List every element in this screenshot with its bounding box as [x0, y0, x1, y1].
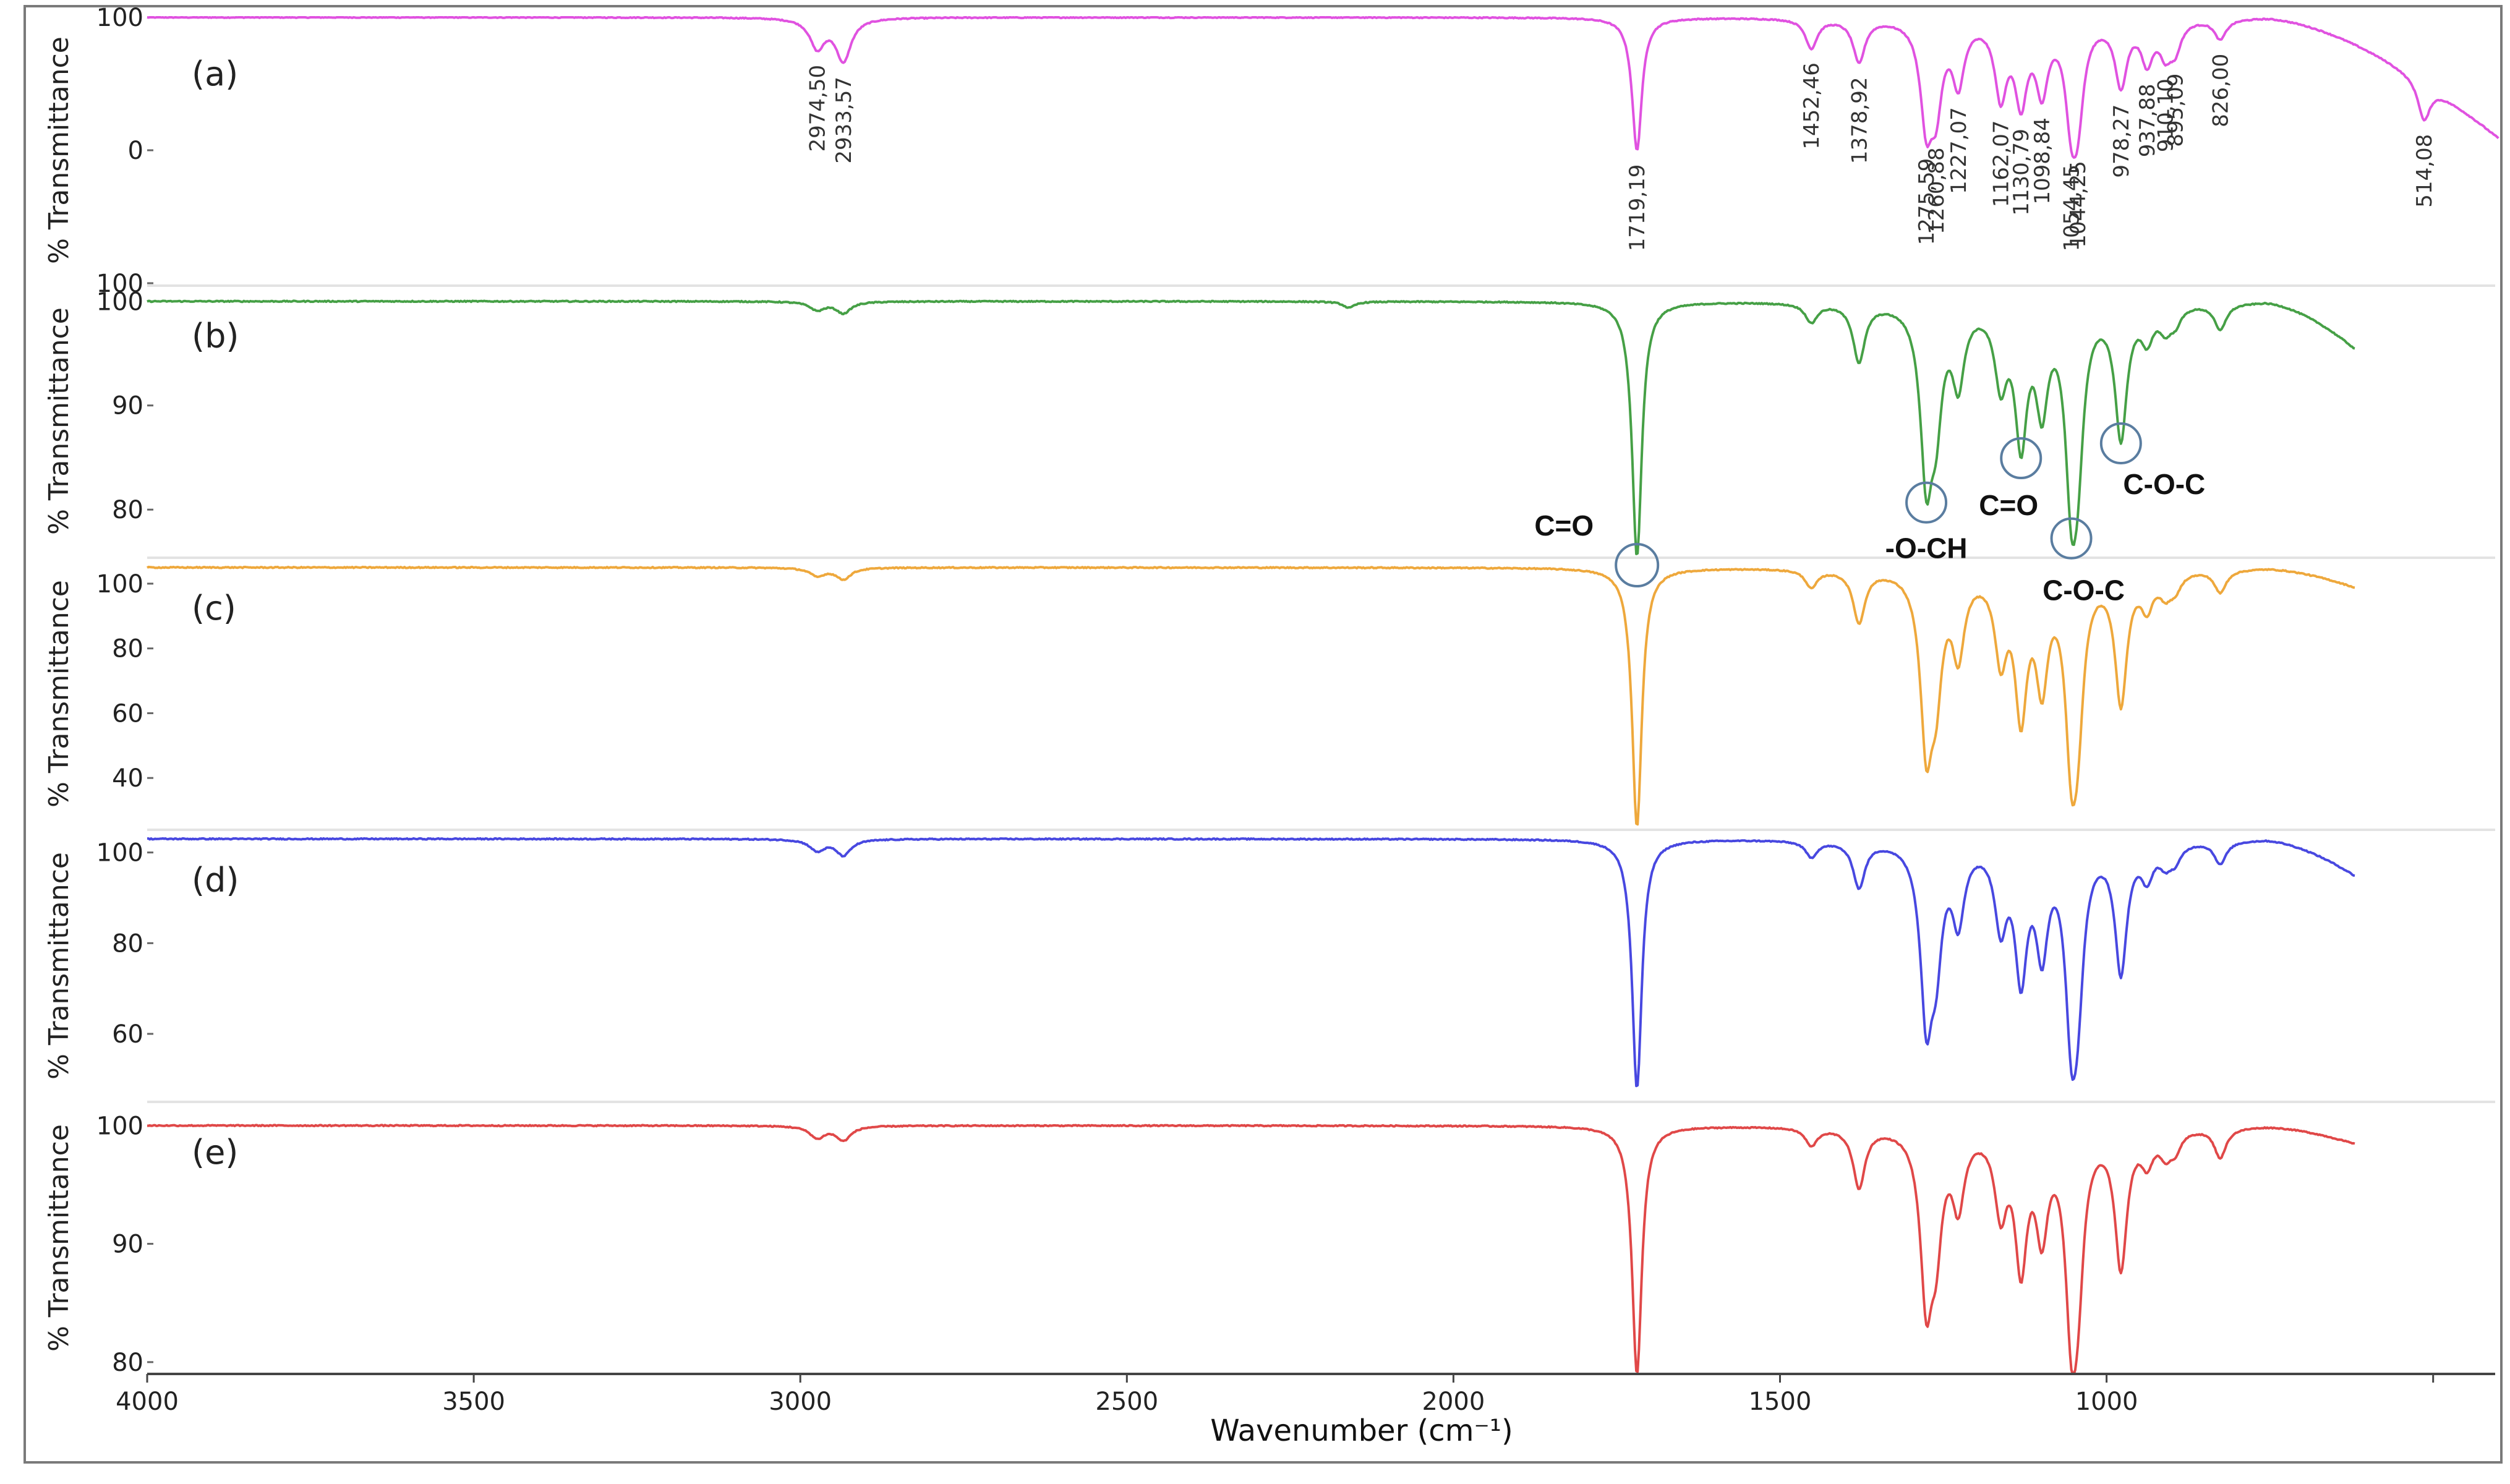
spectra-panels: 100 0 100 % Transmittance (a) 2974,50 2933,57 1…	[43, 4, 2499, 1377]
annotation-circle	[1615, 543, 1660, 587]
x-tick-label: 1000	[2075, 1388, 2138, 1416]
y-axis-title: % Transmittance	[43, 580, 75, 808]
panel-label: (a)	[192, 54, 238, 93]
y-tick-label: 40	[112, 764, 143, 793]
peak-label: 2974,50	[806, 65, 830, 152]
peak-label: 1275,59	[1915, 158, 1939, 245]
spectrum-panel-e: 100 90 80 % Transmittance (e)	[43, 1112, 2355, 1377]
y-axis-title: % Transmittance	[43, 36, 75, 264]
x-axis-title: Wavenumber (cm⁻¹)	[1210, 1414, 1513, 1448]
spectrum-panel-c: 100 80 60 40 % Transmittance (c)	[43, 565, 2495, 831]
spectrum-line-e	[147, 1124, 2355, 1375]
y-tick-label: 60	[112, 699, 143, 728]
panel-label: (d)	[192, 861, 239, 900]
y-tick-label: 100	[96, 1112, 143, 1140]
x-axis: Wavenumber (cm⁻¹) 4000 3500 3000 2500 2000 15…	[116, 1373, 2495, 1448]
spectrum-panel-b: 100 90 80 % Transmittance (b) C=O -O-CH C=O C-O-…	[43, 288, 2495, 607]
y-tick-label: 80	[112, 929, 143, 958]
figure-border	[23, 5, 2503, 1464]
peak-label: 1162,07	[1989, 120, 2013, 207]
peak-label: 2933,57	[832, 77, 856, 164]
peak-label: 1227,07	[1947, 107, 1971, 194]
annotation-label: -O-CH	[1885, 532, 1968, 565]
spectrum-line-d	[147, 837, 2355, 1088]
spectrum-line-c	[146, 565, 2355, 826]
annotation-label: C=O	[1534, 510, 1594, 542]
panel-label: (b)	[192, 317, 239, 356]
y-tick-label: 80	[112, 635, 143, 663]
peak-label: 1054,45	[2060, 164, 2085, 252]
peak-label: 937,88	[2135, 83, 2160, 157]
peak-label: 826,00	[2208, 54, 2233, 127]
panel-label: (c)	[192, 589, 236, 628]
y-tick-label: 60	[112, 1020, 143, 1049]
x-tick-label: 4000	[116, 1388, 179, 1416]
spectrum-panel-d: 100 80 60 % Transmittance (d)	[43, 837, 2495, 1103]
panel-label: (e)	[192, 1133, 238, 1172]
y-tick-label: 90	[112, 1230, 143, 1259]
peak-label: 1130,79	[2009, 129, 2034, 216]
annotation-circle	[2000, 437, 2043, 480]
x-tick-label: 2500	[1095, 1388, 1158, 1416]
peak-label: 910,10	[2154, 79, 2179, 152]
annotation-label: C-O-C	[2123, 468, 2205, 500]
annotation-circle	[2099, 422, 2142, 464]
y-tick-label: 80	[112, 1349, 143, 1377]
peak-label: 1719,19	[1625, 164, 1650, 252]
annotation-circle	[2050, 517, 2093, 560]
peak-label: 895,09	[2164, 74, 2188, 147]
spectrum-panel-a: 100 0 100 % Transmittance (a) 2974,50 2933,57 1…	[43, 4, 2499, 298]
peak-label: 978,27	[2109, 104, 2134, 178]
y-tick-label: 100	[96, 570, 143, 599]
x-tick-label: 3000	[769, 1388, 832, 1416]
x-tick-label: 1500	[1749, 1388, 1812, 1416]
y-tick-label: 0	[128, 137, 143, 165]
peak-label: 1260,88	[1924, 147, 1949, 234]
peak-label: 1098,84	[2030, 117, 2055, 205]
y-tick-label: 100	[96, 4, 143, 32]
peak-label: 514,08	[2412, 134, 2437, 208]
peak-label: 1452,46	[1799, 62, 1824, 150]
annotation-label: C=O	[1979, 489, 2038, 521]
y-tick-label: 90	[112, 392, 143, 420]
y-axis-title: % Transmittance	[43, 1124, 75, 1352]
y-tick-label: 80	[112, 496, 143, 524]
y-axis-title: % Transmittance	[43, 307, 75, 535]
annotation-label: C-O-C	[2043, 574, 2125, 607]
y-tick-label: 100	[96, 839, 143, 868]
spectrum-line-a	[147, 16, 2499, 159]
x-tick-label: 3500	[442, 1388, 505, 1416]
spectrum-line-b	[147, 299, 2355, 555]
peak-label: 1044,25	[2066, 161, 2091, 248]
annotation-circle	[1905, 481, 1948, 524]
x-tick-label: 2000	[1422, 1388, 1485, 1416]
y-tick-label: 100	[96, 288, 143, 316]
y-tick-label: 100	[96, 270, 143, 298]
peak-label: 1378,92	[1847, 77, 1872, 164]
y-axis-title: % Transmittance	[43, 852, 75, 1080]
